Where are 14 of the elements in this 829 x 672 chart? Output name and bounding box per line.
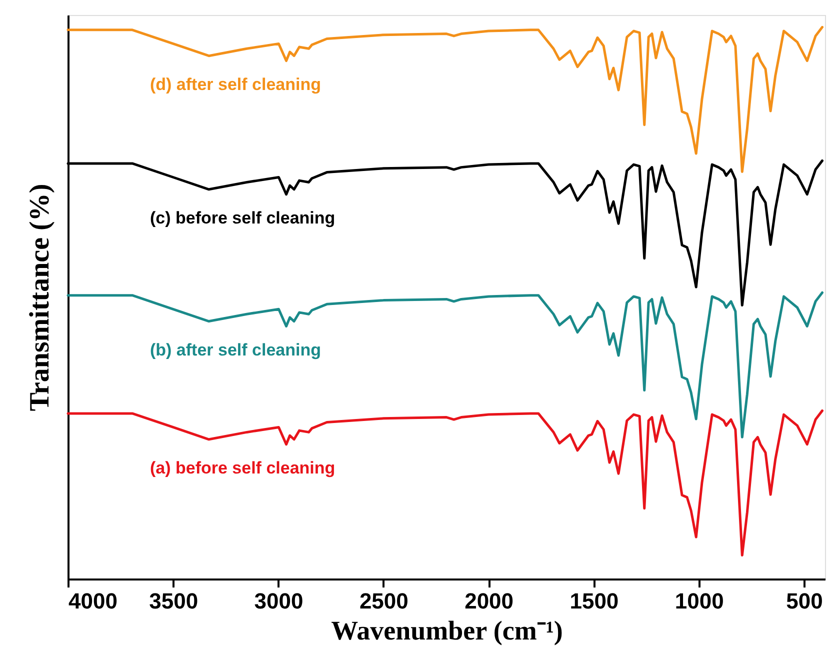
x-tick-label: 2500 xyxy=(359,588,408,614)
x-tick-label: 1500 xyxy=(570,588,619,614)
text: (a) before self cleaning xyxy=(150,458,336,478)
x-tick-label: 3000 xyxy=(254,588,304,614)
x-tick-label: 4000 xyxy=(68,588,118,614)
x-tick-label: 500 xyxy=(786,588,823,614)
y-axis-title: Transmittance (%) xyxy=(24,184,56,412)
text: (c) before self cleaning xyxy=(150,208,336,228)
x-tick-label: 3500 xyxy=(149,588,198,614)
series-label: (d) after self cleaning xyxy=(150,74,321,94)
x-tick-label: 1000 xyxy=(674,588,724,614)
series-label: (b) after self cleaning xyxy=(150,340,321,360)
x-axis-title: Wavenumber (cm⁻¹) xyxy=(331,616,563,646)
x-tick-label: 2000 xyxy=(464,588,514,614)
